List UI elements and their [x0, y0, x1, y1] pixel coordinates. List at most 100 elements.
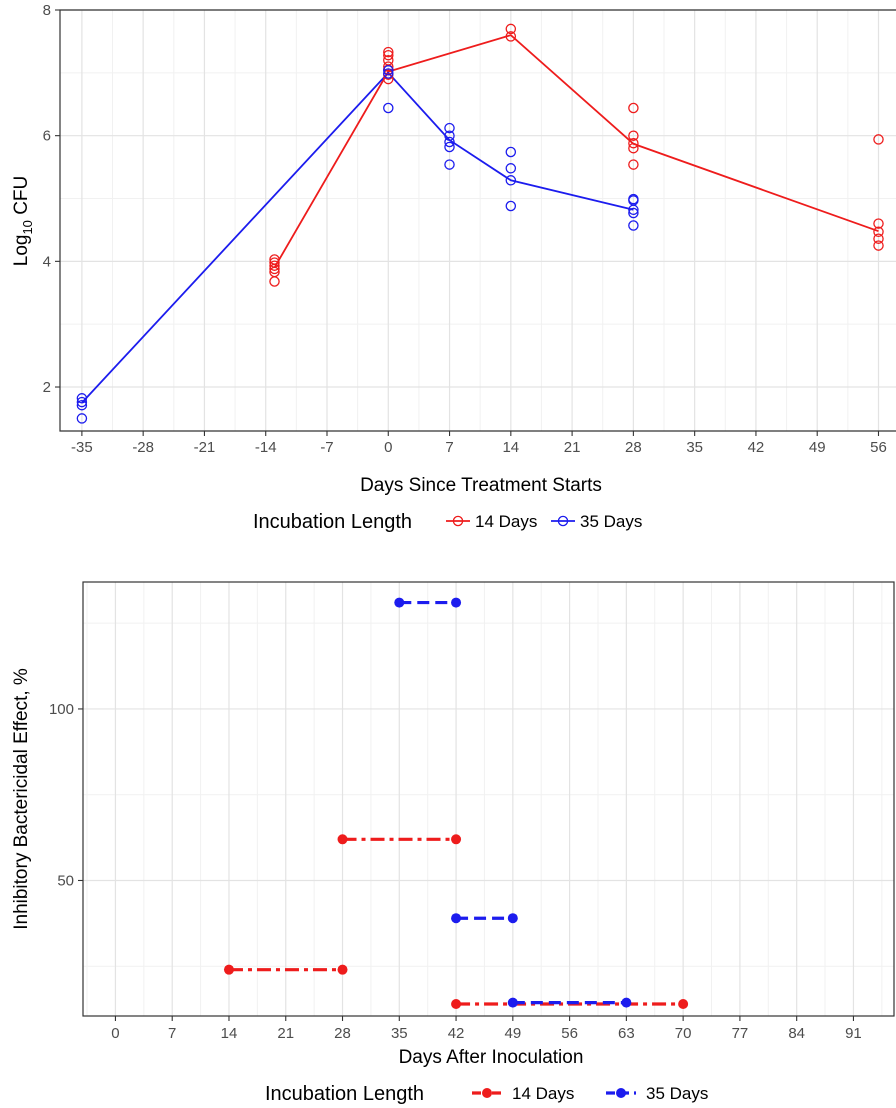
top-chart-panel-border	[59, 9, 896, 432]
legend-label-35-days: 35 Days	[580, 512, 642, 531]
top-chart-grid	[60, 9, 896, 431]
x-tick-label: 49	[504, 1025, 521, 1042]
data-point-14-days	[269, 276, 280, 287]
data-point-14-days	[628, 102, 639, 114]
legend-key-point	[452, 515, 464, 527]
data-point-35-days	[383, 65, 394, 76]
data-point-14-days	[628, 159, 639, 170]
y-tick-label: 4	[43, 253, 51, 270]
interval-end-point-35-days	[451, 597, 462, 608]
legend-key-point	[616, 1088, 626, 1098]
data-point-35-days	[383, 102, 394, 114]
data-point-14-days	[628, 130, 639, 141]
interval-end-point-14-days	[678, 998, 689, 1009]
bottom-chart-x-axis-title: Days After Inoculation	[399, 1047, 584, 1068]
x-tick-label: 28	[334, 1025, 351, 1042]
interval-start-point-35-days	[451, 913, 462, 924]
x-tick-label: 49	[809, 439, 826, 456]
data-point-14-days	[383, 46, 394, 58]
y-tick-label: 50	[57, 872, 74, 889]
data-point-35-days	[628, 220, 639, 231]
data-point-14-days	[628, 142, 639, 154]
data-point-14-days	[505, 31, 517, 42]
x-tick-label: 63	[618, 1025, 635, 1042]
data-point-35-days	[444, 130, 455, 141]
data-point-14-days	[628, 137, 639, 149]
legend-label-14-days: 14 Days	[475, 512, 537, 531]
data-point-35-days	[505, 146, 517, 158]
data-point-35-days	[76, 413, 88, 424]
data-point-35-days	[505, 163, 517, 174]
y-tick-label: 100	[49, 701, 74, 718]
data-point-35-days	[505, 175, 517, 186]
data-point-14-days	[873, 240, 884, 251]
top-chart-y-ticks: 2 4 6 8	[43, 2, 60, 396]
bottom-chart-inhibitory-effect: 0 7 14 21 28 35 42 49 56 63 70 77 84 91 50 100 Days Af…	[11, 581, 895, 1105]
legend-key-point	[482, 1088, 492, 1098]
bottom-chart-grid	[83, 582, 894, 1016]
legend-label-14-days: 14 Days	[512, 1084, 574, 1103]
interval-end-point-35-days	[621, 997, 632, 1008]
data-point-35-days	[628, 207, 639, 219]
data-point-14-days	[873, 218, 884, 229]
bottom-chart-segments	[223, 597, 689, 1009]
x-tick-label: -21	[194, 439, 216, 456]
data-point-14-days	[873, 226, 884, 238]
x-tick-label: 91	[845, 1025, 862, 1042]
interval-end-point-14-days	[337, 964, 348, 975]
legend-title: Incubation Length	[265, 1083, 424, 1105]
x-tick-label: 56	[870, 439, 887, 456]
data-point-35-days	[505, 200, 517, 212]
data-point-14-days	[269, 263, 280, 275]
x-tick-label: 35	[686, 439, 703, 456]
x-tick-label: -14	[255, 439, 277, 456]
y-tick-label: 6	[43, 128, 51, 145]
bottom-chart-x-ticks: 0 7 14 21 28 35 42 49 56 63 70 77 84 91	[111, 1016, 862, 1042]
top-chart-x-axis-title: Days Since Treatment Starts	[360, 475, 602, 496]
data-point-35-days	[444, 141, 455, 153]
interval-start-point-14-days	[337, 834, 348, 845]
bottom-chart-panel-border	[82, 581, 895, 1017]
data-point-14-days	[873, 233, 884, 244]
top-chart-legend: Incubation Length 14 Days 35 Days	[253, 511, 642, 533]
x-tick-label: 56	[561, 1025, 578, 1042]
x-tick-label: 7	[168, 1025, 176, 1042]
data-point-35-days	[444, 136, 455, 148]
data-point-35-days	[76, 396, 88, 408]
x-tick-label: 70	[675, 1025, 692, 1042]
data-point-35-days	[383, 68, 394, 79]
data-point-14-days	[873, 134, 884, 145]
data-point-14-days	[505, 23, 517, 35]
data-point-35-days	[76, 393, 88, 404]
data-point-35-days	[444, 122, 455, 134]
bottom-chart-legend: Incubation Length 14 Days 35 Days	[265, 1083, 708, 1105]
interval-start-point-14-days	[451, 998, 462, 1009]
interval-end-point-14-days	[451, 834, 462, 845]
mean-line-14-days	[273, 34, 879, 269]
interval-start-point-14-days	[223, 964, 234, 975]
data-point-14-days	[269, 260, 280, 271]
data-point-14-days	[383, 49, 394, 61]
x-tick-label: 28	[625, 439, 642, 456]
x-tick-label: 14	[221, 1025, 238, 1042]
x-tick-label: -35	[71, 439, 93, 456]
x-tick-label: 21	[277, 1025, 294, 1042]
x-tick-label: 84	[788, 1025, 805, 1042]
bottom-chart-y-axis-title: Inhibitory Bactericidal Effect, %	[11, 668, 32, 930]
top-chart-y-axis-title: Log10 CFU	[11, 176, 35, 267]
x-tick-label: 14	[502, 439, 519, 456]
data-point-14-days	[383, 61, 394, 72]
data-point-35-days	[444, 159, 455, 170]
x-tick-label: -7	[320, 439, 333, 456]
legend-key-point	[557, 515, 569, 527]
top-chart-x-ticks: -35 -28 -21 -14 -7 0 7 14 21 28 35 42 49 56	[71, 431, 887, 456]
x-tick-label: 42	[748, 439, 765, 456]
y-axis-title-tail: CFU	[11, 176, 32, 220]
x-tick-label: 7	[445, 439, 453, 456]
data-point-35-days	[76, 399, 88, 411]
interval-end-point-35-days	[507, 913, 518, 924]
x-tick-label: 21	[564, 439, 581, 456]
x-tick-label: 0	[384, 439, 392, 456]
x-tick-label: 42	[448, 1025, 465, 1042]
